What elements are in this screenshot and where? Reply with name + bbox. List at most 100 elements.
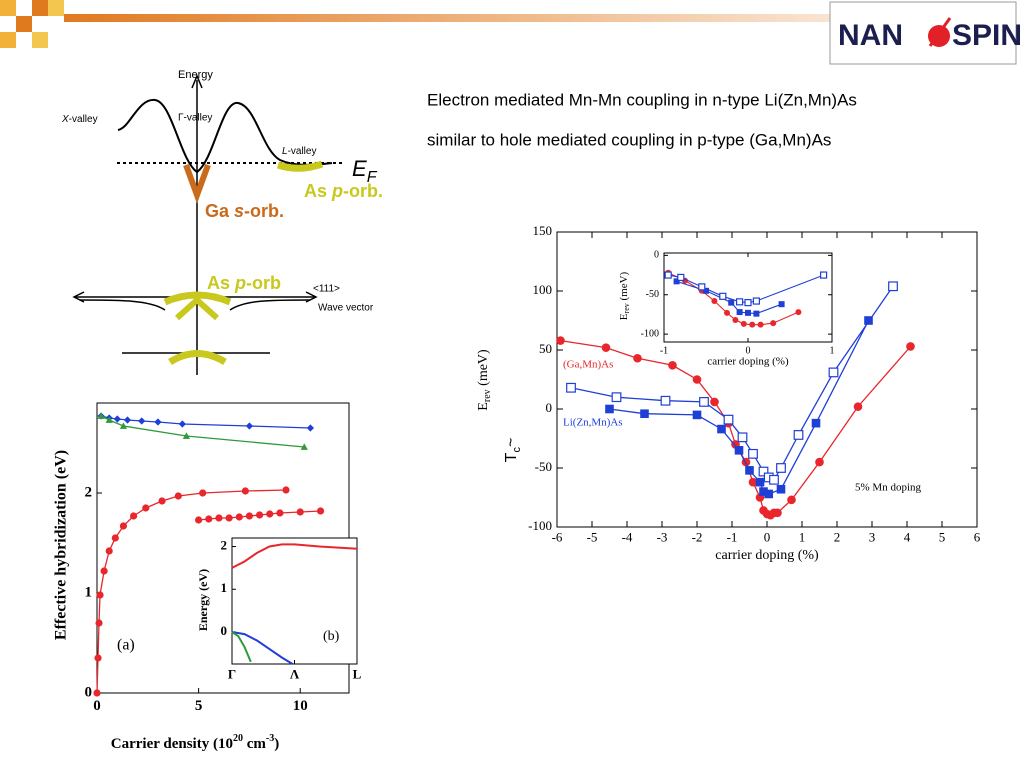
point: [703, 287, 709, 294]
fermi-label: EF: [352, 156, 378, 186]
y-tick-label: 150: [533, 223, 553, 238]
x-tick-label: 2: [834, 530, 841, 545]
y-axis-label: Effective hybridization (eV): [53, 450, 70, 640]
point: [776, 463, 786, 473]
y-tick-label: -100: [528, 518, 552, 533]
label-part: ): [274, 736, 279, 752]
logo-text: NAN: [838, 19, 903, 52]
point: [205, 515, 213, 523]
point: [174, 492, 182, 500]
point: [764, 489, 774, 499]
point: [235, 513, 243, 521]
point: [158, 497, 166, 505]
header-line: similar to hole mediated coupling in p-t…: [427, 130, 831, 149]
orbital-label: As p-orb.: [304, 181, 383, 201]
band-diagram: [72, 74, 345, 375]
series-line: [609, 320, 870, 495]
point: [748, 448, 758, 459]
point: [699, 397, 709, 407]
point: [123, 416, 132, 424]
y-tick-label: 1: [85, 584, 93, 600]
point: [154, 418, 162, 426]
x-tick-label: 6: [974, 530, 981, 545]
point: [640, 409, 649, 419]
y-tick-label: 2: [85, 484, 93, 500]
point: [601, 343, 611, 352]
point: [266, 510, 274, 518]
point: [111, 534, 119, 542]
point: [129, 512, 138, 520]
point: [853, 402, 863, 411]
x-tick-label: -1: [727, 530, 738, 545]
x-tick-label: L: [353, 667, 362, 682]
x-tick-label: 5: [939, 530, 946, 545]
point: [677, 273, 685, 282]
y-tick-label: 1: [221, 580, 228, 595]
point: [245, 422, 254, 430]
point: [100, 567, 108, 575]
y-axis-label: Energy (eV): [196, 569, 210, 631]
label-part: -valley: [288, 146, 317, 157]
direction-label: <111>: [313, 284, 340, 295]
point: [182, 432, 191, 439]
point: [692, 410, 702, 420]
annotation: (a): [117, 637, 135, 654]
label-part: E: [476, 402, 491, 411]
point: [748, 477, 758, 487]
point: [316, 507, 325, 515]
point: [711, 298, 718, 305]
point: [752, 297, 761, 305]
point: [888, 281, 898, 292]
x-axis-label: Carrier density (1020 cm-3): [111, 733, 279, 752]
point: [787, 495, 796, 505]
label-part: Ga: [205, 201, 234, 221]
x-tick-label: -3: [657, 530, 668, 545]
y-tick-label: 2: [221, 538, 228, 553]
label-part: As: [207, 273, 235, 293]
point: [142, 504, 150, 512]
point: [744, 299, 752, 307]
header-line: Electron mediated Mn-Mn coupling in n-ty…: [427, 90, 857, 109]
x-tick-label: Λ: [290, 667, 300, 682]
label-part: rev: [482, 389, 493, 402]
point: [819, 271, 828, 279]
annotation: 5% Mn doping: [855, 482, 922, 494]
x-tick-label: -1: [660, 345, 668, 356]
y-tick-label: 100: [533, 282, 553, 297]
point: [719, 292, 727, 300]
y-tick-label: 0: [221, 623, 228, 638]
label-part: p: [331, 181, 343, 201]
axis-label: Energy: [178, 69, 213, 81]
point: [241, 487, 249, 495]
point: [770, 320, 777, 327]
point: [195, 516, 203, 524]
point: [633, 353, 642, 363]
point: [769, 474, 779, 485]
label-part: -valley: [69, 114, 98, 125]
x-tick-label: 0: [93, 698, 101, 714]
point: [119, 422, 128, 429]
series-line: [570, 285, 894, 481]
point: [93, 689, 101, 697]
axis-label: Wave vector: [318, 303, 374, 314]
point: [773, 508, 782, 518]
x-axis-label: carrier doping (%): [707, 356, 789, 368]
point: [740, 320, 747, 327]
point: [611, 392, 622, 403]
point: [710, 397, 719, 407]
point: [776, 484, 786, 494]
logo: NAN SPIN: [829, 1, 1022, 65]
x-tick-label: 3: [869, 530, 876, 545]
label-part: -orb: [246, 273, 281, 293]
y-tick-label: 0: [85, 684, 93, 700]
label-part: rev: [622, 303, 631, 313]
point: [105, 416, 113, 423]
point: [728, 299, 735, 306]
point: [119, 522, 128, 530]
x-tick-label: 1: [799, 530, 806, 545]
point: [96, 591, 104, 599]
point: [178, 420, 186, 428]
x-tick-label: 5: [195, 698, 203, 714]
